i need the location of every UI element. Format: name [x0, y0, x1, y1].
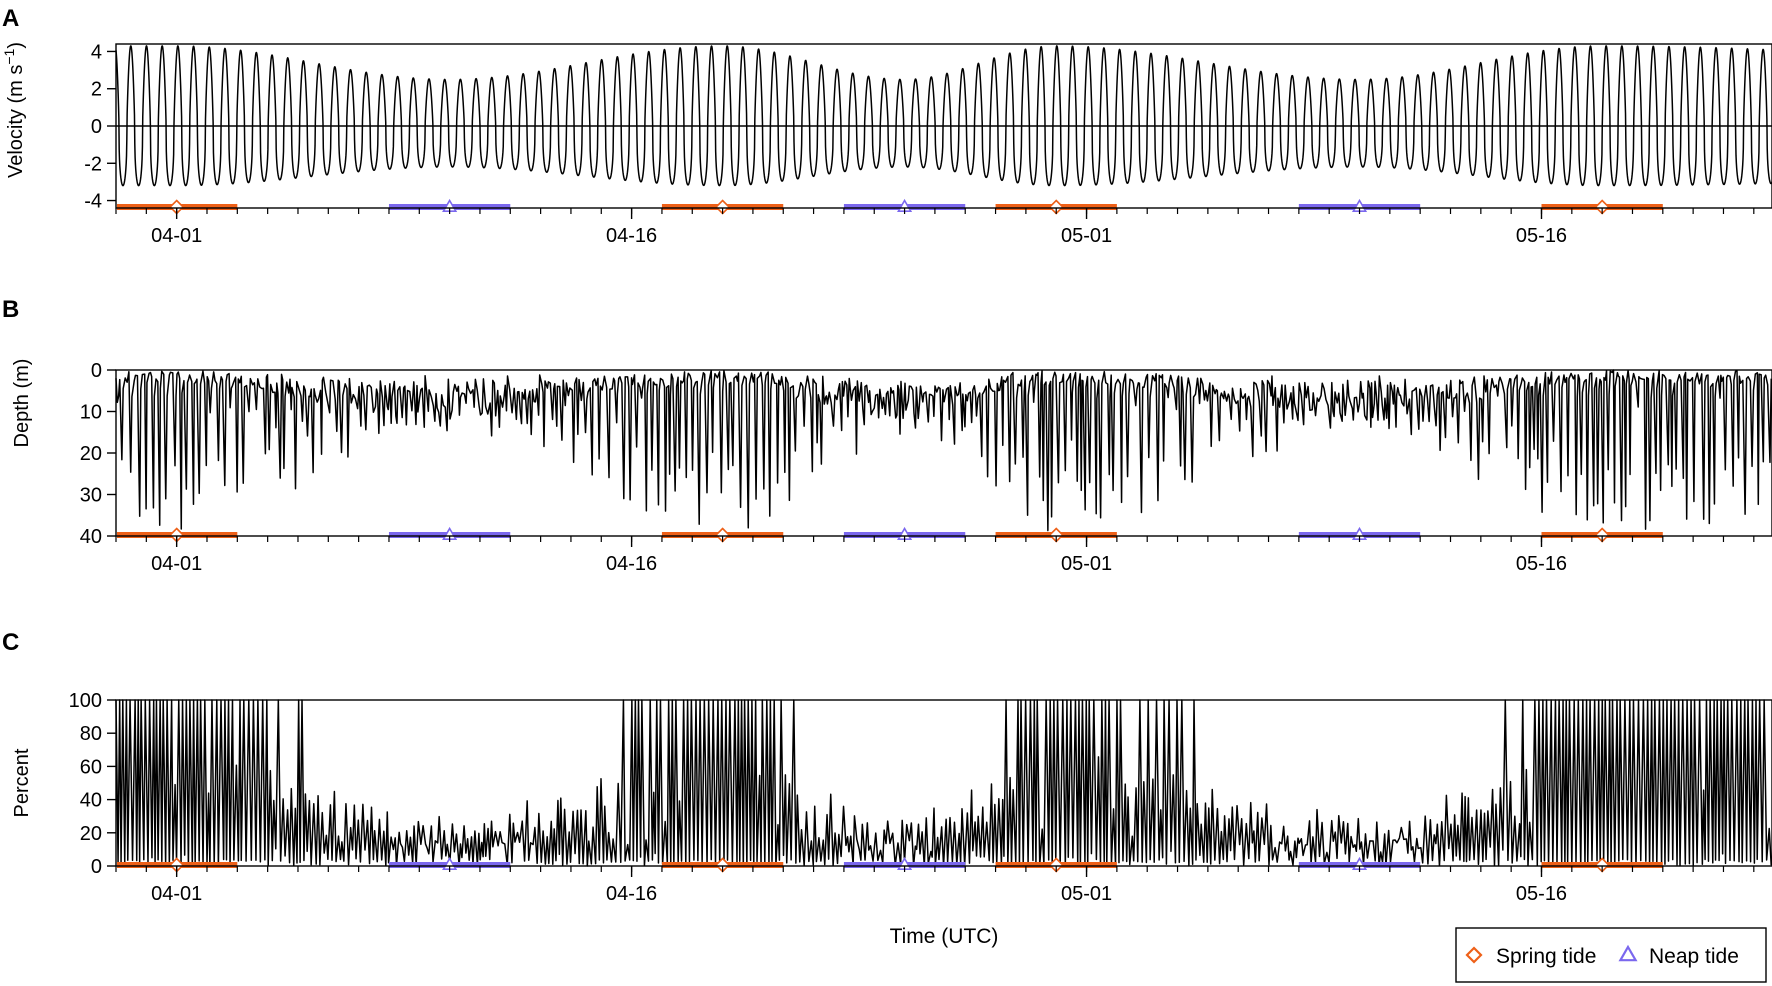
panel-a-x-axis: 04-01 04-16 05-01 05-16: [115, 208, 1755, 247]
x-axis-title: Time (UTC): [890, 925, 999, 948]
panel-a-y-axis-label: Velocity (m s−1): [1, 42, 27, 178]
panel-a-y-tick-label: -2: [84, 153, 102, 175]
legend-spring-label: Spring tide: [1496, 945, 1596, 968]
panel-b-line: [115, 369, 1772, 532]
panel-c-y-axis: 0 20 40 60 80 100: [69, 690, 116, 878]
panel-a: A 4 2 0 -2 -4 04-01 04-16 05-01 05-16 Velocity …: [1, 5, 1772, 247]
panel-a-y-axis-label-superscript: −1: [1, 48, 17, 64]
panel-b-y-tick-label: 20: [80, 443, 102, 465]
panel-c-percent-trace: [115, 699, 1772, 867]
legend: Spring tide Neap tide: [1455, 927, 1767, 983]
panel-c-x-tick-label: 05-01: [1061, 883, 1112, 905]
panel-c-letter: C: [2, 629, 19, 656]
panel-b-y-axis-label: Depth (m): [11, 359, 33, 448]
panel-b-x-tick-label: 05-01: [1061, 553, 1112, 575]
panel-b: B 0 10 20 30 40 04-01 04-16 05-01 05-16 Depth (…: [2, 296, 1772, 575]
panel-c-x-tick-label: 04-01: [151, 883, 202, 905]
panel-a-letter: A: [2, 5, 19, 32]
panel-c-y-tick-label: 20: [80, 823, 102, 845]
panel-a-y-tick-label: -4: [84, 191, 102, 213]
panel-c-frame: [115, 699, 1772, 867]
neap-tide-triangle-icon: [1618, 944, 1638, 962]
panel-a-y-axis: 4 2 0 -2 -4: [84, 41, 116, 213]
panel-c-y-tick-label: 100: [69, 690, 102, 712]
panel-a-y-tick-label: 4: [91, 41, 102, 63]
panel-b-x-axis: 04-01 04-16 05-01 05-16: [115, 536, 1755, 575]
panel-c-y-tick-label: 40: [80, 790, 102, 812]
panel-b-y-tick-label: 30: [80, 485, 102, 507]
panel-a-x-tick-label: 04-01: [151, 225, 202, 247]
panel-b-depth-trace: [115, 369, 1772, 532]
panel-b-x-tick-label: 05-16: [1516, 553, 1567, 575]
panel-a-velocity-trace: [115, 45, 1772, 187]
panel-c-y-tick-label: 80: [80, 723, 102, 745]
panel-b-y-tick-label: 0: [91, 360, 102, 382]
spring-tide-diamond-icon: [1465, 946, 1483, 964]
panel-b-x-tick-label: 04-16: [606, 553, 657, 575]
panel-c-x-tick-label: 05-16: [1516, 883, 1567, 905]
panel-b-y-tick-label: 10: [80, 402, 102, 424]
panel-c: C 0 20 40 60 80 100 04-01 04-16 05-01 05-16 Perc…: [2, 629, 1772, 905]
panel-a-y-tick-label: 0: [91, 116, 102, 138]
panel-b-x-tick-label: 04-01: [151, 553, 202, 575]
panel-c-x-axis: 04-01 04-16 05-01 05-16: [115, 866, 1755, 905]
panel-b-y-tick-label: 40: [80, 526, 102, 548]
panel-a-x-tick-label: 04-16: [606, 225, 657, 247]
panel-c-y-axis-label: Percent: [11, 748, 33, 817]
panel-a-x-tick-label: 05-01: [1061, 225, 1112, 247]
panel-c-line: [115, 699, 1772, 867]
panel-a-line: [115, 45, 1772, 187]
panel-b-letter: B: [2, 296, 19, 323]
panel-c-y-tick-label: 60: [80, 756, 102, 778]
panel-a-y-tick-label: 2: [91, 79, 102, 101]
panel-c-x-tick-label: 04-16: [606, 883, 657, 905]
legend-neap-label: Neap tide: [1649, 945, 1739, 968]
panel-b-tidal-phases: [117, 526, 1663, 543]
legend-box: [1455, 927, 1767, 983]
panel-b-y-axis: 0 10 20 30 40: [80, 360, 116, 548]
panel-c-y-tick-label: 0: [91, 856, 102, 878]
panel-a-x-tick-label: 05-16: [1516, 225, 1567, 247]
